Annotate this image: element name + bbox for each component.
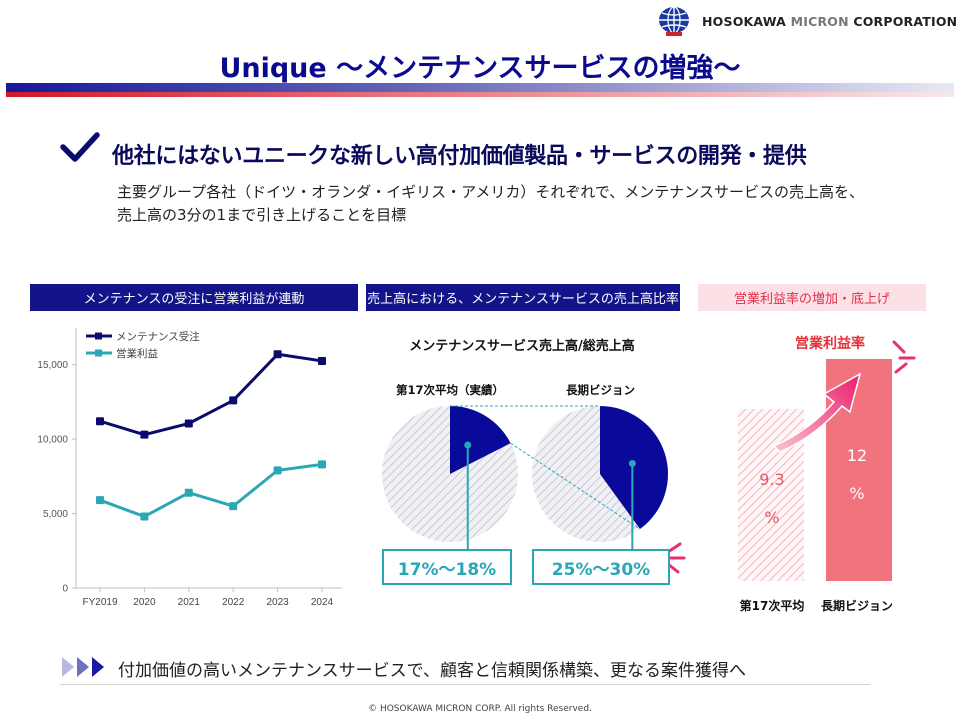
legend-marker bbox=[95, 332, 102, 340]
pie-label-vision: 長期ビジョン bbox=[566, 383, 635, 397]
emphasis-burst-icon bbox=[892, 340, 916, 374]
emphasis-burst-icon bbox=[666, 542, 686, 574]
y-tick-label: 0 bbox=[62, 584, 68, 595]
closing-statement: 付加価値の高いメンテナンスサービスで、顧客と信頼関係構築、更なる案件獲得へ bbox=[118, 661, 746, 681]
logo-brand-2: MICRON bbox=[790, 14, 849, 29]
data-point bbox=[273, 466, 282, 475]
legend-marker bbox=[95, 349, 102, 357]
legend-label-1: メンテナンス受注 bbox=[116, 330, 200, 343]
pie-slice-2 bbox=[600, 406, 668, 530]
bar-value-2: 12 bbox=[846, 446, 868, 465]
y-tick-label: 5,000 bbox=[43, 509, 68, 520]
x-tick-label: 2022 bbox=[222, 597, 245, 608]
data-point bbox=[96, 417, 104, 426]
x-tick-label: FY2019 bbox=[82, 597, 117, 608]
burst-stroke bbox=[892, 340, 906, 354]
title-gradient-bar bbox=[6, 83, 954, 97]
series-line-1 bbox=[99, 352, 323, 437]
pie-value-box-actual: 17%～18% bbox=[382, 549, 512, 585]
logo-brand-3: CORPORATION bbox=[848, 14, 958, 29]
data-point bbox=[229, 396, 238, 405]
headline: 他社にはないユニークな新しい高付加価値製品・サービスの開発・提供 bbox=[112, 144, 807, 169]
x-tick-label: 2021 bbox=[178, 597, 201, 608]
pie-value-box-vision: 25%～30% bbox=[532, 549, 670, 585]
bar-chart-title: 営業利益率 bbox=[795, 336, 865, 352]
bar-chart bbox=[738, 340, 916, 581]
x-tick-label: 2024 bbox=[311, 597, 334, 608]
bar-value-1: 9.3 bbox=[759, 470, 785, 489]
panel-header-1: メンテナンスの受注に営業利益が連動 bbox=[30, 284, 358, 311]
data-point bbox=[318, 356, 326, 365]
page-title: Unique ～メンテナンスサービスの増強～ bbox=[219, 53, 741, 84]
line-chart: 0 5,000 10,000 15,000 FY2019 2020 2021 2022 2023… bbox=[37, 328, 342, 608]
bar-unit-1: % bbox=[764, 508, 780, 527]
data-point bbox=[273, 350, 282, 359]
growth-arrow-icon bbox=[772, 372, 862, 453]
x-tick-label: 2023 bbox=[266, 597, 289, 608]
bar-value-label-2: 12% bbox=[824, 446, 890, 503]
checkmark-icon bbox=[60, 132, 100, 162]
company-logo: HOSOKAWA MICRON CORPORATION bbox=[650, 6, 957, 38]
bar-chart-area: 営業利益率 9.3% 12% 第17次平均 長期ビジョン bbox=[690, 320, 950, 620]
data-point bbox=[96, 496, 104, 505]
logo-text: HOSOKAWA MICRON CORPORATION bbox=[702, 14, 957, 29]
burst-stroke bbox=[666, 542, 682, 554]
bar-category-2: 長期ビジョン bbox=[820, 599, 893, 613]
panel-header-3: 営業利益率の増加・底上げ bbox=[698, 284, 926, 311]
subtext-line-2: 売上高の3分の1まで引き上げることを目標 bbox=[117, 206, 407, 224]
pie-slice-1 bbox=[450, 406, 511, 474]
series-line-2 bbox=[99, 462, 323, 519]
burst-stroke bbox=[894, 362, 908, 374]
data-point bbox=[184, 488, 193, 497]
y-tick-label: 15,000 bbox=[37, 360, 68, 371]
y-tick-label: 10,000 bbox=[37, 435, 68, 446]
bar-value-label-1: 9.3% bbox=[738, 470, 806, 527]
bar-unit-2: % bbox=[849, 484, 865, 503]
data-point bbox=[140, 512, 149, 521]
panel-header-2: 売上高における、メンテナンスサービスの売上高比率 bbox=[366, 284, 680, 311]
x-tick-label: 2020 bbox=[133, 597, 156, 608]
legend-label-2: 営業利益 bbox=[116, 347, 158, 360]
bar-category-1: 第17次平均 bbox=[739, 599, 805, 613]
pie-charts bbox=[382, 405, 686, 574]
closing-divider bbox=[60, 684, 870, 685]
triple-arrow-icon bbox=[62, 657, 104, 677]
globe-logo-icon bbox=[659, 6, 689, 36]
pie-leader-dot-1 bbox=[464, 441, 472, 449]
copyright-footer: © HOSOKAWA MICRON CORP. All rights Reser… bbox=[368, 704, 592, 714]
pie-leader-dot-2 bbox=[628, 459, 636, 467]
subtext-line-1: 主要グループ各社（ドイツ・オランダ・イギリス・アメリカ）それぞれで、メンテナンス… bbox=[117, 183, 865, 201]
data-point bbox=[184, 419, 193, 428]
logo-brand-1: HOSOKAWA bbox=[702, 14, 791, 29]
data-point bbox=[140, 430, 149, 439]
data-point bbox=[318, 460, 326, 469]
pie-chart-area: メンテナンスサービス売上高/総売上高 第17次平均（実績） 長期ビジョン 17%… bbox=[366, 320, 686, 620]
pie-connector-bottom bbox=[510, 442, 641, 530]
data-point bbox=[229, 502, 238, 511]
pie-chart-title: メンテナンスサービス売上高/総売上高 bbox=[409, 339, 635, 354]
pie-label-actual: 第17次平均（実績） bbox=[396, 383, 505, 397]
